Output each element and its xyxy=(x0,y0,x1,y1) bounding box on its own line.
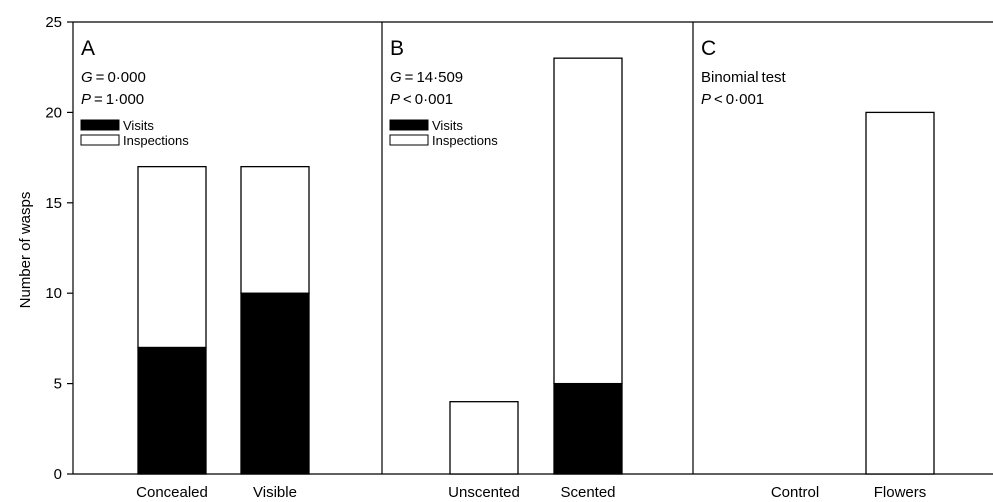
stat-line: P < 0·001 xyxy=(390,91,453,108)
x-tick-label: Flowers xyxy=(874,484,927,501)
y-tick-label: 10 xyxy=(45,285,62,302)
legend-label: Visits xyxy=(123,118,154,133)
legend-swatch-visits xyxy=(389,119,429,131)
legend-label: Visits xyxy=(432,118,463,133)
stat-line: G = 0·000 xyxy=(81,69,146,86)
axes: 0 5 10 15 20 25 xyxy=(45,14,993,483)
bar-visits-scented xyxy=(553,382,623,475)
bar-inspections-unscented xyxy=(449,401,519,475)
panel-letter: B xyxy=(390,37,404,60)
panel-letter: C xyxy=(701,37,716,60)
stat-line: Binomial test xyxy=(701,69,787,86)
bar-inspections-flowers xyxy=(865,111,935,475)
stat-line: P = 1·000 xyxy=(81,91,144,108)
y-tick-label: 25 xyxy=(45,14,62,31)
y-tick-label: 5 xyxy=(54,376,62,393)
x-tick-label: Control xyxy=(771,484,819,501)
legend-label: Inspections xyxy=(123,133,189,148)
y-tick-label: 20 xyxy=(45,104,62,121)
x-tick-label: Visible xyxy=(253,484,297,501)
x-tick-label: Unscented xyxy=(448,484,520,501)
stat-line: G = 14·509 xyxy=(390,69,463,86)
y-axis-label: Number of wasps xyxy=(17,192,34,309)
bar-inspections-visible xyxy=(240,165,310,294)
legend-label: Inspections xyxy=(432,133,498,148)
bar-visits-concealed xyxy=(137,346,207,475)
bar-visits-visible xyxy=(240,292,310,475)
y-tick-label: 15 xyxy=(45,195,62,212)
legend-swatch-inspections xyxy=(389,134,429,146)
x-tick-label: Scented xyxy=(560,484,615,501)
legend-swatch-inspections xyxy=(80,134,120,146)
bar-inspections-scented xyxy=(553,57,623,385)
bar-inspections-concealed xyxy=(137,165,207,349)
panel-c: C Binomial test P < 0·001 Control Flowers xyxy=(701,37,935,501)
x-tick-label: Concealed xyxy=(136,484,208,501)
panel-letter: A xyxy=(81,37,95,60)
legend-swatch-visits xyxy=(80,119,120,131)
y-tick-label: 0 xyxy=(54,466,62,483)
stat-line: P < 0·001 xyxy=(701,91,764,108)
